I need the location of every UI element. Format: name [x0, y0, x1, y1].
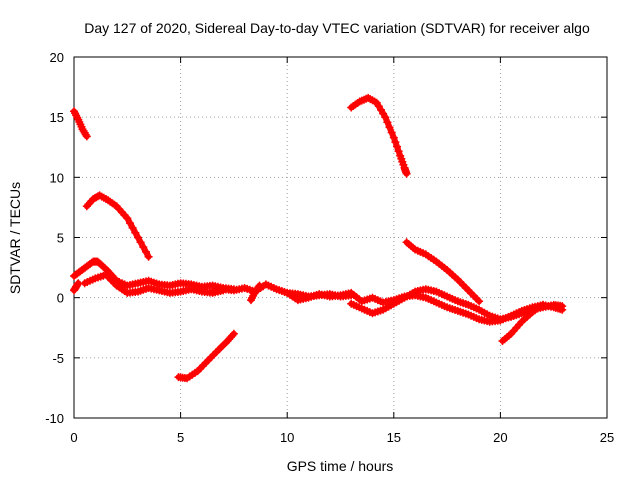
chart-title: Day 127 of 2020, Sidereal Day-to-day VTE…: [84, 20, 590, 36]
data-point: [381, 113, 390, 122]
data-point: [126, 219, 134, 228]
data-point: [475, 297, 484, 306]
data-point: [255, 281, 264, 290]
data-point: [539, 300, 547, 309]
data-point: [131, 228, 140, 237]
data-point: [402, 169, 411, 178]
data-point: [393, 142, 401, 151]
y-tick-label: 20: [50, 50, 64, 65]
x-tick-label: 10: [280, 430, 294, 445]
x-tick-label: 0: [70, 430, 77, 445]
y-tick-label: -5: [52, 351, 64, 366]
x-tick-label: 5: [177, 430, 184, 445]
y-tick-label: 15: [50, 110, 64, 125]
data-point: [81, 130, 90, 139]
grid: [74, 57, 607, 418]
data-point: [82, 132, 91, 141]
y-axis-label: SDTVAR / TECUs: [7, 182, 23, 294]
data-point: [134, 233, 142, 242]
axis-ticks: 0 5 10 15 20 25 -10 -5 0 5 10 15 20: [45, 50, 614, 445]
series-arc-6: [174, 329, 238, 383]
x-tick-label: 20: [493, 430, 507, 445]
data-point: [136, 238, 145, 247]
data-point: [389, 133, 398, 142]
data-point: [228, 331, 237, 340]
y-tick-label: -10: [45, 411, 64, 426]
data-point: [558, 302, 567, 311]
series-arc-13: [498, 300, 547, 345]
data-point: [391, 138, 400, 147]
data-point: [144, 252, 153, 261]
data-point: [142, 247, 150, 256]
data-point: [385, 123, 394, 132]
x-tick-label: 15: [387, 430, 401, 445]
series-arc-11: [347, 93, 411, 178]
series-arc-1: [70, 107, 91, 141]
data-series: [70, 93, 567, 383]
data-point: [394, 147, 403, 156]
data-point: [229, 329, 238, 338]
x-axis-label: GPS time / hours: [287, 458, 394, 474]
data-point: [128, 223, 137, 232]
data-point: [383, 118, 392, 127]
series-arc-8: [247, 281, 264, 305]
data-point: [139, 243, 148, 252]
y-tick-label: 5: [57, 231, 64, 246]
x-tick-label: 25: [600, 430, 614, 445]
data-point: [254, 283, 263, 292]
plot-frame: [73, 56, 608, 419]
y-tick-label: 0: [57, 291, 64, 306]
data-point: [387, 128, 396, 137]
series-arc-2: [82, 191, 153, 261]
series-arc-12: [402, 238, 484, 306]
data-point: [123, 214, 132, 223]
series-arc-4: [70, 279, 83, 295]
y-tick-label: 10: [50, 170, 64, 185]
